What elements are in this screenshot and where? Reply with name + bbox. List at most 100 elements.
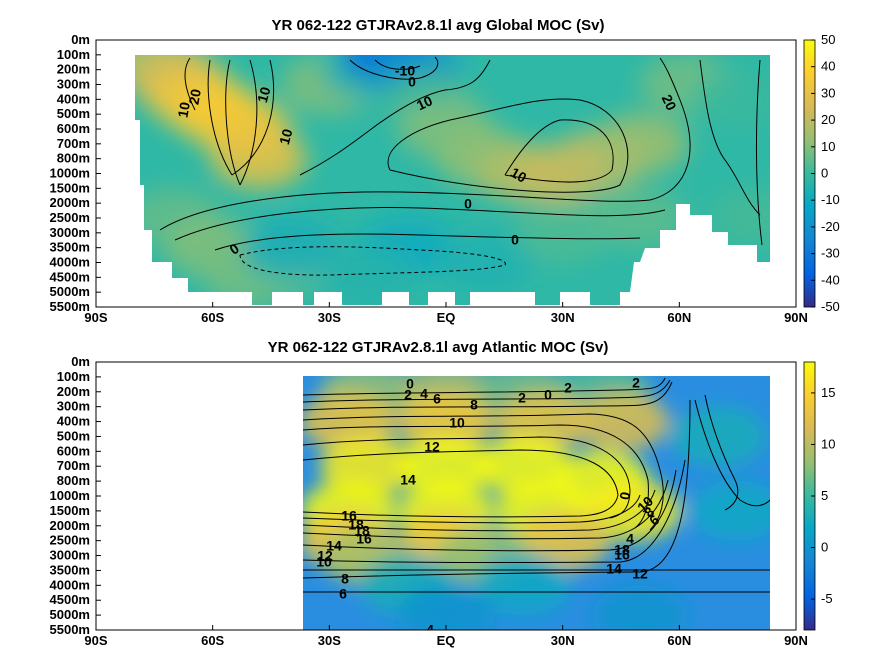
global-x-tick-label: 60N — [667, 310, 691, 325]
atlantic-colorbar-tick-label: 5 — [821, 488, 828, 503]
atlantic-contour-line — [303, 424, 649, 529]
global-contour-line — [207, 59, 275, 176]
atlantic-field-cell — [584, 480, 681, 541]
atlantic-contour-label: 2 — [518, 390, 526, 406]
global-field-cell — [514, 202, 611, 263]
atlantic-contour-label: 18 — [348, 517, 364, 533]
global-x-tick-label: 30S — [318, 310, 341, 325]
atlantic-contour-label: 12 — [317, 548, 333, 564]
atlantic-field-cell — [592, 585, 689, 630]
global-x-tick-label: 30N — [551, 310, 575, 325]
global-y-tick-label: 3500m — [50, 240, 90, 255]
global-colorbar-tick-label: -20 — [821, 219, 840, 234]
global-contour-line — [504, 119, 614, 183]
atlantic-contour-line — [303, 379, 671, 403]
global-contour-line — [159, 57, 691, 231]
atlantic-y-tick-label: 5500m — [50, 622, 90, 637]
global-y-tick-label: 600m — [57, 121, 90, 136]
atlantic-contour-label: 12 — [632, 566, 648, 582]
atlantic-contour-label: 4 — [420, 386, 428, 402]
global-y-tick-label: 2000m — [50, 195, 90, 210]
atlantic-y-tick-label: 500m — [57, 428, 90, 443]
global-contour-line — [214, 233, 641, 251]
global-x-tick-label: EQ — [437, 310, 456, 325]
atlantic-y-tick-label: 3000m — [50, 548, 90, 563]
atlantic-field-cell — [689, 480, 770, 541]
global-field-cell — [709, 188, 770, 248]
atlantic-field-cell — [573, 391, 669, 452]
atlantic-y-tick-label: 600m — [57, 443, 90, 458]
global-contour-label: 0 — [464, 196, 472, 212]
global-contour-line — [699, 59, 761, 216]
atlantic-colorbar-tick-label: -5 — [821, 591, 833, 606]
global-y-tick-label: 5500m — [50, 299, 90, 314]
atlantic-contour-line — [303, 399, 691, 579]
global-contour-label: -10 — [395, 63, 415, 79]
atlantic-contour-label: 4 — [626, 531, 634, 547]
global-colorbar-tick-label: 0 — [821, 166, 828, 181]
atlantic-x-tick-label: 90N — [784, 633, 808, 648]
atlantic-field-cell — [398, 585, 494, 630]
atlantic-colorbar: 15 10 5 0 -5 — [803, 361, 835, 631]
atlantic-contour-label: 0 — [616, 490, 633, 501]
atlantic-contour-label: 4 — [426, 622, 434, 638]
global-contour-line — [239, 246, 506, 276]
global-colorbar-tick-label: 30 — [821, 85, 835, 100]
global-colorbar-tick-label: 50 — [821, 32, 835, 47]
atlantic-y-tick-label: 800m — [57, 473, 90, 488]
atlantic-y-tick-label: 3500m — [50, 562, 90, 577]
global-contour-line — [374, 59, 421, 70]
global-moc-panel: YR 062-122 GTJRAv2.8.1l avg Global MOC (… — [50, 17, 840, 325]
atlantic-x-tick-label: 60N — [667, 633, 691, 648]
atlantic-x-tick-label: 60S — [201, 633, 224, 648]
global-contour-label: 20 — [185, 88, 203, 106]
atlantic-y-tick-label: 0m — [71, 354, 90, 369]
atlantic-contour-label: 10 — [316, 554, 332, 570]
global-field-cell — [436, 232, 533, 293]
atlantic-contour-label: 8 — [470, 397, 478, 413]
global-colorbar-tick-label: 10 — [821, 139, 835, 154]
atlantic-contour-label: 12 — [424, 439, 440, 455]
atlantic-colorbar-tick-label: 10 — [821, 436, 835, 451]
atlantic-contour-line — [303, 459, 686, 564]
atlantic-y-tick-label: 200m — [57, 384, 90, 399]
atlantic-contour-label: 16 — [356, 531, 372, 547]
atlantic-contour-line — [303, 449, 619, 518]
global-x-tick-label: 90N — [784, 310, 808, 325]
atlantic-y-tick-label: 400m — [57, 414, 90, 429]
atlantic-x-tick-label: 30S — [318, 633, 341, 648]
atlantic-contour-label: 2 — [564, 380, 572, 396]
global-contour-line — [387, 98, 629, 193]
atlantic-contour-label: 0 — [406, 376, 414, 392]
global-y-tick-label: 500m — [57, 106, 90, 121]
atlantic-x-tick-label: 90S — [84, 633, 107, 648]
global-colorbar: 50 40 30 20 10 0 -10 -20 -30 -40 -50 — [803, 32, 840, 314]
global-contour-line — [174, 206, 666, 241]
atlantic-y-tick-label: 4000m — [50, 577, 90, 592]
atlantic-field-cell — [514, 510, 611, 571]
atlantic-contour-label: 6 — [339, 586, 347, 602]
atlantic-x-tick-label: EQ — [437, 633, 456, 648]
atlantic-contour-label: 18 — [354, 523, 370, 539]
atlantic-contour-label: 0 — [544, 387, 552, 403]
global-contour-label: 10 — [508, 164, 530, 186]
atlantic-contour-label: 8 — [341, 571, 349, 587]
global-y-tick-label: 800m — [57, 151, 90, 166]
global-contour-label: 10 — [276, 127, 296, 146]
global-y-tick-label: 3000m — [50, 225, 90, 240]
global-y-tick-label: 0m — [71, 32, 90, 47]
atlantic-y-tick-label: 1500m — [50, 503, 90, 518]
atlantic-y-tick-label: 300m — [57, 399, 90, 414]
global-y-tick-label: 1000m — [50, 166, 90, 181]
atlantic-y-tick-label: 4500m — [50, 592, 90, 607]
global-y-tick-label: 5000m — [50, 284, 90, 299]
atlantic-contour-label: 16 — [614, 547, 630, 563]
atlantic-contour-label: 14 — [326, 538, 342, 554]
global-colorbar-tick-label: -40 — [821, 272, 840, 287]
global-y-tick-label: 700m — [57, 136, 90, 151]
atlantic-contour-label: 14 — [400, 472, 416, 488]
atlantic-y-tick-label: 5000m — [50, 607, 90, 622]
atlantic-y-tick-label: 700m — [57, 458, 90, 473]
atlantic-field-cell — [670, 406, 767, 467]
